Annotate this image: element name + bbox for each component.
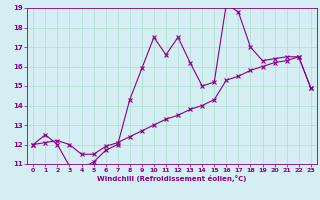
X-axis label: Windchill (Refroidissement éolien,°C): Windchill (Refroidissement éolien,°C) — [97, 175, 247, 182]
